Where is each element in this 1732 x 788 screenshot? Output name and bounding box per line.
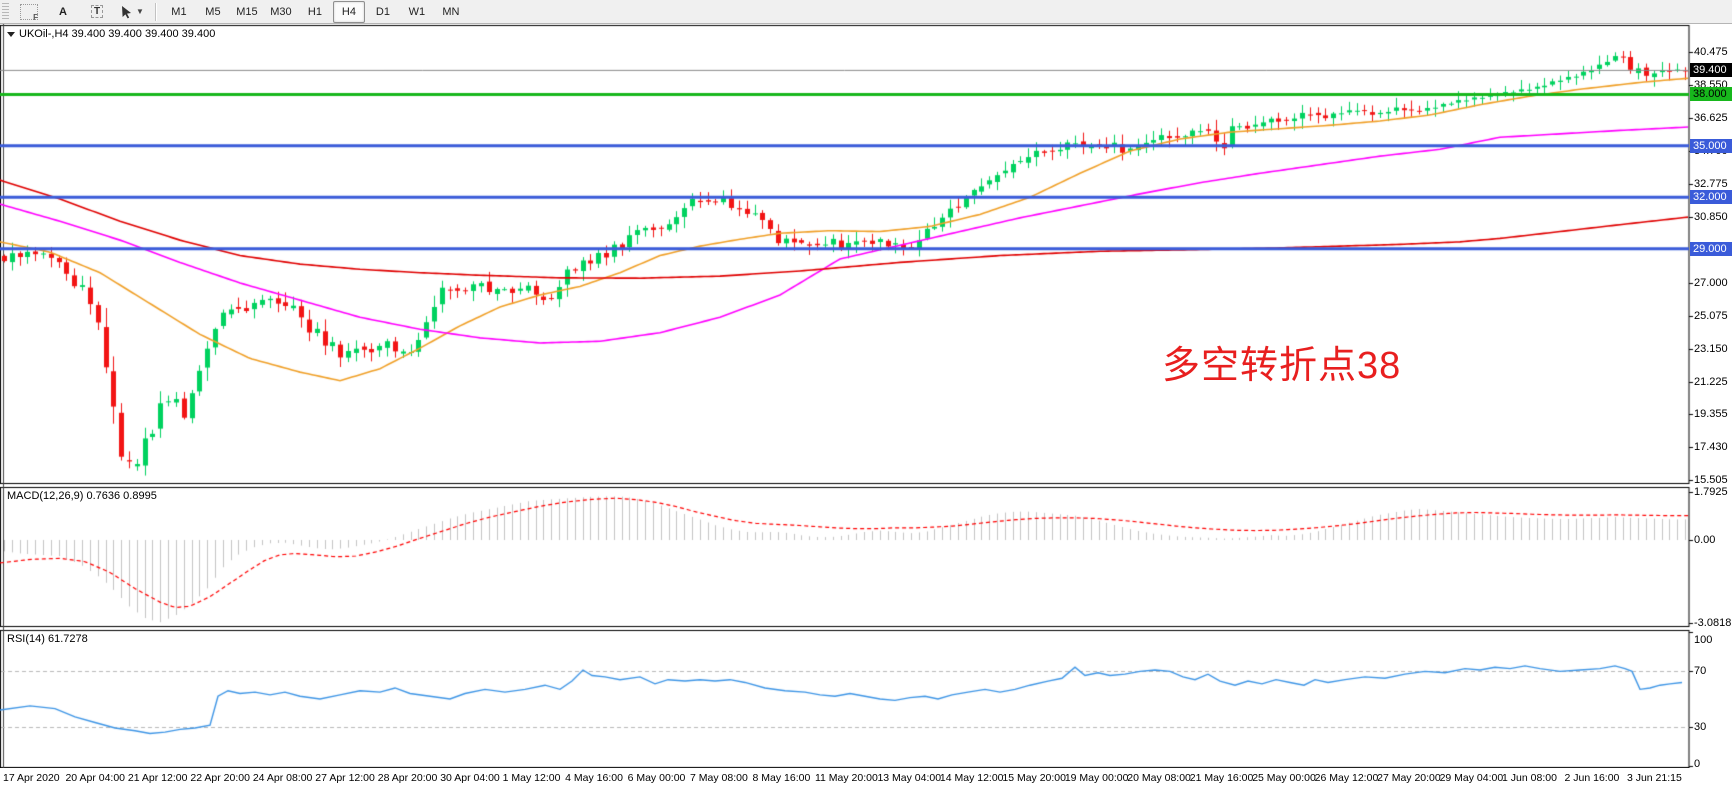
rsi-tick: 70	[1694, 665, 1707, 677]
time-label: 21 May 16:00	[1189, 772, 1254, 784]
time-label: 25 May 00:00	[1252, 772, 1316, 784]
time-label: 2 Jun 16:00	[1564, 772, 1620, 784]
time-label: 7 May 08:00	[690, 772, 748, 784]
price-marker-badge: 32.000	[1690, 190, 1732, 204]
time-label: 20 May 08:00	[1127, 772, 1191, 784]
price-tick: 19.355	[1694, 408, 1728, 420]
time-label: 27 May 20:00	[1377, 772, 1441, 784]
time-label: 6 May 00:00	[627, 772, 686, 784]
timeframe-button-M30[interactable]: M30	[270, 5, 292, 18]
time-label: 28 Apr 20:00	[377, 772, 438, 784]
text-tool-icon[interactable]: T	[81, 1, 113, 23]
toolbar-separator	[154, 2, 157, 21]
time-label: 1 May 12:00	[502, 772, 561, 784]
time-label: 22 Apr 20:00	[190, 772, 250, 784]
cursor-tool-icon[interactable]: ▼	[115, 1, 149, 23]
timeframe-button-D1[interactable]: D1	[375, 5, 390, 18]
price-tick: 25.075	[1694, 310, 1728, 322]
chart-canvas[interactable]	[0, 24, 1732, 768]
timeframe-button-W1[interactable]: W1	[408, 5, 426, 18]
time-label: 26 May 12:00	[1314, 772, 1379, 784]
time-label: 3 Jun 21:15	[1626, 772, 1682, 784]
time-label: 4 May 16:00	[565, 772, 623, 784]
time-label: 20 Apr 04:00	[65, 772, 126, 784]
price-tick: 23.150	[1694, 343, 1728, 355]
price-tick: 32.775	[1694, 178, 1728, 190]
grid-f-icon[interactable]: F	[13, 1, 45, 23]
time-label: 21 Apr 12:00	[127, 772, 188, 784]
toolbar: F A T ▼ M1 M5 M15 M30 H1 H4 D1 W1 MN	[0, 0, 1732, 24]
timeframe-button-M5[interactable]: M5	[205, 5, 221, 18]
rsi-tick: 100	[1694, 634, 1713, 646]
time-label: 17 Apr 2020	[3, 772, 60, 784]
price-tick: 36.625	[1694, 112, 1728, 124]
symbol-dropdown-icon[interactable]	[7, 31, 15, 37]
price-marker-badge: 35.000	[1690, 139, 1732, 153]
time-label: 1 Jun 08:00	[1502, 772, 1557, 784]
timeframe-group: M1 M5 M15 M30 H1 H4 D1 W1 MN	[162, 0, 468, 23]
symbol-title[interactable]: UKOil-,H4 39.400 39.400 39.400 39.400	[7, 28, 215, 40]
macd-indicator-label: MACD(12,26,9) 0.7636 0.8995	[7, 490, 157, 502]
time-label: 14 May 12:00	[939, 772, 1004, 784]
rsi-tick: 30	[1694, 721, 1707, 733]
timeframe-button-H1[interactable]: H1	[307, 5, 322, 18]
time-label: 15 May 20:00	[1002, 772, 1066, 784]
chevron-down-icon: ▼	[136, 7, 144, 16]
time-label: 8 May 16:00	[752, 772, 811, 784]
price-tick: 30.850	[1694, 211, 1728, 223]
timeframe-button-M1[interactable]: M1	[171, 5, 187, 18]
chart-annotation-text[interactable]: 多空转折点38	[1162, 345, 1402, 387]
timeframe-button-H4[interactable]: H4	[332, 0, 365, 23]
time-label: 13 May 04:00	[877, 772, 942, 784]
price-tick: 17.430	[1694, 441, 1728, 453]
cursor-arrow-icon	[122, 5, 131, 18]
price-marker-badge: 29.000	[1690, 242, 1732, 256]
time-label: 27 Apr 12:00	[315, 772, 375, 784]
time-label: 11 May 20:00	[814, 772, 878, 784]
time-label: 30 Apr 04:00	[440, 772, 500, 784]
timeframe-button-MN[interactable]: MN	[442, 5, 460, 18]
price-marker-badge: 38.000	[1690, 87, 1732, 101]
macd-tick: -3.0818	[1694, 617, 1732, 629]
time-label: 19 May 00:00	[1064, 772, 1129, 784]
time-label: 24 Apr 08:00	[252, 772, 313, 784]
price-tick: 15.505	[1694, 474, 1728, 486]
price-tick: 40.475	[1694, 46, 1728, 58]
timeframe-button-M15[interactable]: M15	[236, 5, 258, 18]
font-a-icon[interactable]: A	[59, 5, 67, 18]
toolbar-drag-handle[interactable]	[2, 2, 9, 21]
time-label: 29 May 04:00	[1439, 772, 1504, 784]
price-marker-badge: 39.400	[1690, 63, 1732, 77]
rsi-indicator-label: RSI(14) 61.7278	[7, 633, 88, 645]
macd-tick: 1.7925	[1694, 486, 1728, 498]
price-tick: 27.000	[1694, 277, 1728, 289]
macd-tick: 0.00	[1694, 534, 1716, 546]
rsi-tick: 0	[1694, 758, 1701, 770]
price-tick: 21.225	[1694, 376, 1728, 388]
